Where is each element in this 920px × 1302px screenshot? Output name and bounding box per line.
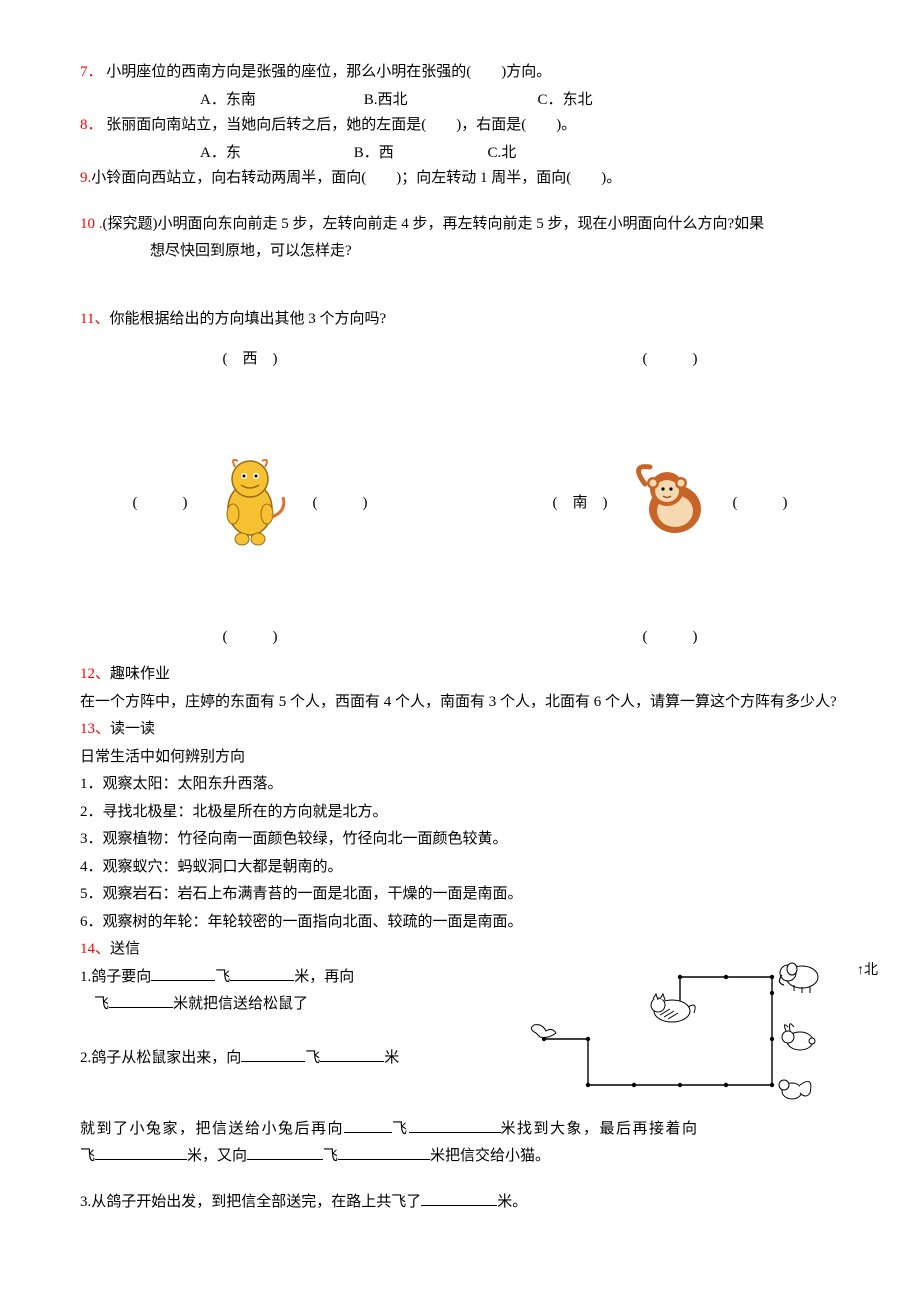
- q7-opt-a: A．东南: [200, 88, 360, 114]
- q11-text: 你能根据给出的方向填出其他 3 个方向吗?: [109, 311, 386, 327]
- q7-options: A．东南 B.西北 C．东北: [80, 88, 840, 114]
- q13-item: 3．观察植物：竹径向南一面颜色较绿，竹径向北一面颜色较黄。: [80, 827, 840, 853]
- blank[interactable]: [320, 1046, 384, 1062]
- blank[interactable]: [95, 1144, 187, 1160]
- q11-diag2: ( ) ( 南 ) ( ) ( ): [530, 346, 810, 652]
- blank[interactable]: [109, 992, 173, 1008]
- q13-subtitle: 日常生活中如何辨别方向: [80, 745, 840, 771]
- blank[interactable]: [409, 1117, 501, 1133]
- blank[interactable]: [344, 1117, 392, 1133]
- q7-line: 7． 小明座位的西南方向是张强的座位，那么小明在张强的( )方向。: [80, 60, 840, 86]
- q8-num: 8．: [80, 117, 103, 133]
- diag2-right: ( ): [715, 491, 805, 517]
- q10-num: 10 .: [80, 216, 103, 232]
- q8-opt-a: A．东: [200, 141, 350, 167]
- diag1-bottom: ( ): [205, 625, 295, 651]
- q13-list: 1．观察太阳：太阳东升西落。 2．寻找北极星：北极星所在的方向就是北方。 3．观…: [80, 772, 840, 935]
- q8-line: 8． 张丽面向南站立，当她向后转之后，她的左面是( )，右面是( )。: [80, 113, 840, 139]
- q10-text: (探究题)小明面向东向前走 5 步，左转向前走 4 步，再左转向前走 5 步，现…: [103, 216, 765, 232]
- q9-text: 小铃面向西站立，向右转动两周半，面向( )；向左转动 1 周半，面向( )。: [91, 170, 621, 186]
- q12-text: 在一个方阵中，庄婷的东面有 5 个人，西面有 4 个人，南面有 3 个人，北面有…: [80, 690, 840, 716]
- diag1-right: ( ): [295, 491, 385, 517]
- q7-opt-c: C．东北: [538, 88, 658, 114]
- elephant-icon: [779, 963, 818, 993]
- blank[interactable]: [421, 1190, 497, 1206]
- diag2-left: ( 南 ): [535, 491, 625, 517]
- rabbit-icon: [782, 1023, 815, 1049]
- diag1-top: ( 西 ): [205, 347, 295, 373]
- q14-line2c: 飞米，又向飞米把信交给小猫。: [80, 1144, 840, 1170]
- q13-title-line: 13、读一读: [80, 717, 840, 743]
- cat-icon: [651, 994, 695, 1022]
- q13-item: 5．观察岩石：岩石上布满青苔的一面是北面，干燥的一面是南面。: [80, 882, 840, 908]
- q12-title: 趣味作业: [110, 666, 170, 682]
- q8-text: 张丽面向南站立，当她向后转之后，她的左面是( )，右面是( )。: [106, 117, 576, 133]
- q14-num: 14、: [80, 941, 110, 957]
- diag2-bottom: ( ): [625, 625, 715, 651]
- q14-title-line: 14、送信: [80, 937, 840, 963]
- q7-num: 7．: [80, 64, 103, 80]
- q11-num: 11、: [80, 311, 109, 327]
- diag1-left: ( ): [115, 491, 205, 517]
- blank[interactable]: [247, 1144, 323, 1160]
- q8-opt-b: B．西: [354, 141, 484, 167]
- q13-item: 1．观察太阳：太阳东升西落。: [80, 772, 840, 798]
- q10-line1: 10 .(探究题)小明面向东向前走 5 步，左转向前走 4 步，再左转向前走 5…: [80, 212, 840, 238]
- pigeon-icon: [531, 1024, 556, 1037]
- q10-text2: 想尽快回到原地，可以怎样走?: [150, 243, 352, 259]
- q14-body: ↑北: [80, 965, 840, 1117]
- q10-line2: 想尽快回到原地，可以怎样走?: [80, 239, 840, 265]
- q11-diagrams: ( 西 ) ( ) ( ): [110, 346, 840, 652]
- q13-item: 4．观察蚁穴：蚂蚁洞口大都是朝南的。: [80, 855, 840, 881]
- q8-opt-c: C.北: [488, 141, 568, 167]
- q14-line3: 3.从鸽子开始出发，到把信全部送完，在路上共飞了米。: [80, 1190, 840, 1216]
- q8-options: A．东 B．西 C.北: [80, 141, 840, 167]
- q14-title: 送信: [110, 941, 140, 957]
- q12-num: 12、: [80, 666, 110, 682]
- q11-diag1: ( 西 ) ( ) ( ): [110, 346, 390, 652]
- q13-num: 13、: [80, 721, 110, 737]
- q13-item: 2．寻找北极星：北极星所在的方向就是北方。: [80, 800, 840, 826]
- diag2-top: ( ): [625, 347, 715, 373]
- blank[interactable]: [338, 1144, 430, 1160]
- blank[interactable]: [151, 965, 215, 981]
- blank[interactable]: [241, 1046, 305, 1062]
- q13-item: 6．观察树的年轮：年轮较密的一面指向北面、较疏的一面是南面。: [80, 910, 840, 936]
- q7-opt-b: B.西北: [364, 88, 534, 114]
- q9-num: 9.: [80, 170, 91, 186]
- dragon-icon: [205, 449, 295, 559]
- q7-text: 小明座位的西南方向是张强的座位，那么小明在张强的( )方向。: [106, 64, 551, 80]
- q13-title: 读一读: [110, 721, 155, 737]
- squirrel-icon: [779, 1080, 811, 1099]
- q14-line2b: 就到了小兔家，把信送给小兔后再向飞米找到大象，最后再接着向: [80, 1117, 840, 1143]
- north-label: ↑北: [857, 959, 878, 983]
- q11-line: 11、你能根据给出的方向填出其他 3 个方向吗?: [80, 307, 840, 333]
- monkey-icon: [625, 449, 715, 559]
- q12-title-line: 12、趣味作业: [80, 662, 840, 688]
- q14-map: ↑北: [530, 961, 840, 1111]
- blank[interactable]: [230, 965, 294, 981]
- q9-line: 9.小铃面向西站立，向右转动两周半，面向( )；向左转动 1 周半，面向( )。: [80, 166, 840, 192]
